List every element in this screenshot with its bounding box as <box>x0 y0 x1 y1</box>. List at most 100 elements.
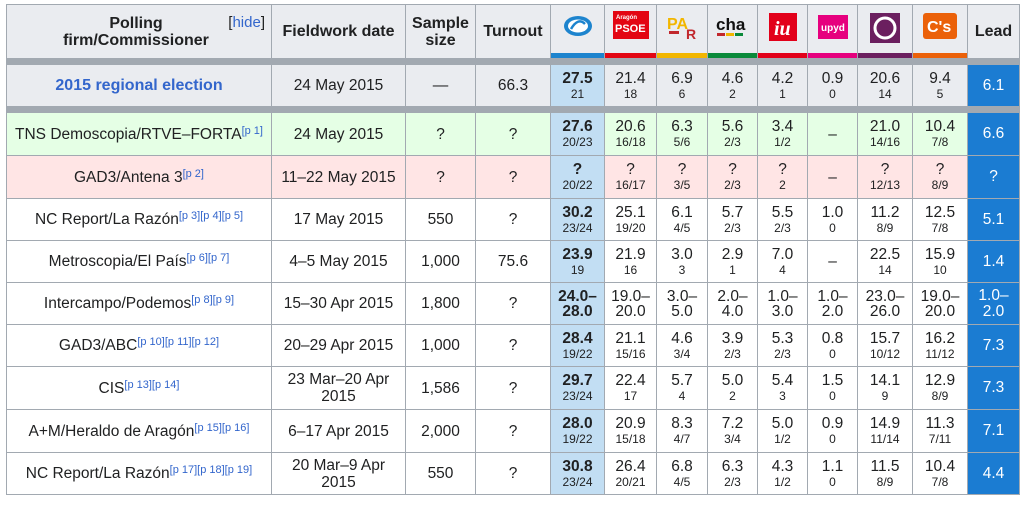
seat-projection: 0 <box>829 220 836 235</box>
polling-firm-name: NC Report/La Razón <box>25 465 170 482</box>
seat-projection: 19/20 <box>615 220 646 235</box>
vote-share: 27.5 <box>562 69 593 87</box>
sample-size-cell: 1,586 <box>405 366 476 410</box>
vote-share: 6.1 <box>671 203 693 221</box>
header-party-psoe: Aragón PSOE <box>604 4 657 59</box>
seat-projection: 2 <box>729 389 736 403</box>
vote-share: ? <box>728 161 737 178</box>
polling-firm-name: GAD3/Antena 3 <box>74 168 183 186</box>
vote-share: 28.4 <box>562 329 593 347</box>
vote-share: 1.0–3.0 <box>767 287 798 320</box>
seat-projection: 23/24 <box>562 220 593 235</box>
vote-cell-psoe: 26.4 20/21 <box>604 452 657 495</box>
vote-share: 6.3 <box>671 118 693 135</box>
header-lead: Lead <box>967 4 1020 59</box>
vote-share: ? <box>677 161 687 178</box>
polling-firm-cell: 2015 regional election <box>6 64 272 107</box>
polling-firm-cell: NC Report/La Razón[p 17][p 18][p 19] <box>6 452 272 495</box>
vote-cell-cha: ? 2/3 <box>707 155 758 199</box>
fieldwork-date-cell: 23 Mar–20 Apr 2015 <box>271 366 406 410</box>
reference-link[interactable]: [p 13][p 14] <box>124 378 180 391</box>
seat-projection: 16/18 <box>615 135 646 149</box>
vote-cell-upyd: 0.9 0 <box>807 64 858 107</box>
polling-firm-cell: A+M/Heraldo de Aragón[p 15][p 16] <box>6 409 272 453</box>
lead-cell: 6.6 <box>967 112 1020 156</box>
seat-projection: 15/16 <box>615 346 646 361</box>
cs-color-bar <box>913 53 967 58</box>
sample-size-cell: 1,000 <box>405 240 476 283</box>
psoe-logo-icon: Aragón PSOE <box>612 11 649 39</box>
reference-link[interactable]: [p 3][p 4][p 5] <box>178 210 244 222</box>
vote-share: 4.6 <box>721 69 744 87</box>
lead-cell: 5.1 <box>967 198 1020 241</box>
sample-size-cell: ? <box>405 112 476 156</box>
reference-link[interactable]: [p 6][p 7] <box>186 252 230 264</box>
seat-projection: 7/8 <box>931 220 949 235</box>
fieldwork-date-cell: 11–22 May 2015 <box>271 155 406 199</box>
vote-share: 21.1 <box>615 329 646 347</box>
seat-projection: 4 <box>678 389 686 403</box>
vote-cell-upyd: 1.0 0 <box>807 198 858 241</box>
polling-firm-name: A+M/Heraldo de Aragón <box>28 422 195 440</box>
seat-projection: 3/4 <box>673 346 691 361</box>
table-row: CIS[p 13][p 14] 23 Mar–20 Apr 2015 1,586? 2… <box>6 366 1020 410</box>
turnout-cell: ? <box>475 112 551 156</box>
header-party-cs: C's <box>912 4 968 59</box>
header-sample-size: Sample size <box>405 4 476 59</box>
vote-cell-par: 6.3 5/6 <box>656 112 708 156</box>
lead-cell: 4.4 <box>967 452 1020 495</box>
reference-link[interactable]: [p 8][p 9] <box>191 294 235 306</box>
seat-projection: 11/12 <box>925 346 955 361</box>
election-link[interactable]: 2015 regional election <box>55 77 223 94</box>
vote-cell-cha: 5.0 2 <box>707 366 758 410</box>
poll-body: 2015 regional election 24 May 2015—66.3 27… <box>6 58 1020 495</box>
seat-projection: 8/9 <box>876 220 894 235</box>
seat-projection: 0 <box>829 389 836 403</box>
reference-link[interactable]: [p 2] <box>182 167 204 180</box>
vote-cell-iu: ? 2 <box>757 155 808 199</box>
seat-projection: 7/8 <box>931 474 949 489</box>
vote-share: ? <box>626 161 635 178</box>
vote-cell-psoe: ? 16/17 <box>604 155 657 199</box>
header-turnout: Turnout <box>475 4 551 59</box>
vote-share: 7.0 <box>771 245 794 263</box>
vote-share: 29.7 <box>562 372 593 389</box>
sample-size-label: Sample size <box>412 14 469 49</box>
reference-link[interactable]: [p 15][p 16] <box>194 421 250 434</box>
reference-link[interactable]: [p 10][p 11][p 12] <box>137 336 220 348</box>
fieldwork-date-cell: 20 Mar–9 Apr 2015 <box>271 452 406 495</box>
vote-share: 3.0–5.0 <box>666 287 698 320</box>
vote-cell-psoe: 20.9 15/18 <box>604 409 657 453</box>
cha-logo-icon: cha <box>716 15 745 36</box>
vote-cell-cs: 9.4 5 <box>912 64 968 107</box>
turnout-cell: 66.3 <box>475 64 551 107</box>
vote-share: 5.0 <box>771 415 794 432</box>
polling-firm-name: NC Report/La Razón <box>34 211 179 228</box>
vote-cell-podemos: 20.6 14 <box>857 64 913 107</box>
hide-link[interactable]: hide <box>232 14 261 31</box>
vote-cell-par: 3.0 3 <box>656 240 708 283</box>
vote-cell-iu: 3.4 1/2 <box>757 112 808 156</box>
turnout-cell: ? <box>475 324 551 367</box>
reference-link[interactable]: [p 17][p 18][p 19] <box>169 464 253 476</box>
vote-share: 23.9 <box>562 245 593 263</box>
seat-projection: 8/9 <box>931 178 949 192</box>
vote-cell-cs: ? 8/9 <box>912 155 968 199</box>
reference-link[interactable]: [p 1] <box>241 124 263 137</box>
vote-cell-iu: 5.0 1/2 <box>757 409 808 453</box>
seat-projection: 8/9 <box>876 474 894 489</box>
vote-cell-psoe: 21.9 16 <box>604 240 657 283</box>
seat-projection: 20/21 <box>615 474 646 489</box>
vote-cell-upyd: – <box>807 240 858 283</box>
vote-cell-pp: 29.7 23/24 <box>550 366 605 410</box>
fieldwork-date-cell: 17 May 2015 <box>271 198 406 241</box>
turnout-cell: ? <box>475 366 551 410</box>
seat-projection: 16/17 <box>615 178 646 192</box>
polling-firm-label: Polling firm/Commissioner <box>63 14 209 49</box>
podemos-logo-icon <box>870 13 900 43</box>
vote-share: 1.0–2.0 <box>817 287 848 320</box>
vote-cell-cs: 10.4 7/8 <box>912 112 968 156</box>
seat-projection: 12/13 <box>869 178 901 192</box>
vote-share: 8.3 <box>671 415 693 432</box>
vote-cell-iu: 7.0 4 <box>757 240 808 283</box>
